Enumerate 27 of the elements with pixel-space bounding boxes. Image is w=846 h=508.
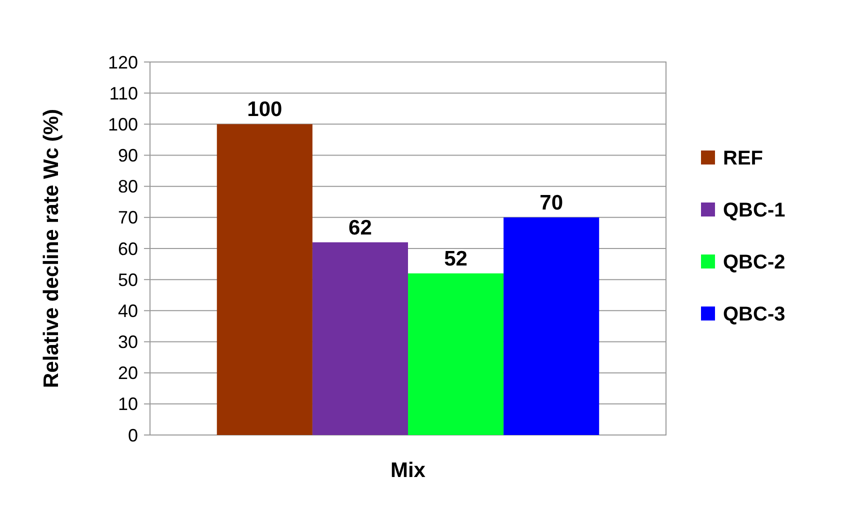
bar [216, 124, 312, 435]
data-label: 52 [444, 247, 468, 270]
y-tick-label: 40 [118, 300, 138, 321]
data-label: 62 [348, 216, 372, 240]
y-tick-label: 70 [118, 208, 138, 228]
y-axis-title: Relative decline rate Wc (%) [40, 109, 63, 388]
y-tick-label: 120 [108, 52, 138, 72]
y-tick-label: 20 [118, 363, 138, 384]
y-tick-label: 100 [108, 114, 138, 134]
y-tick-label: 110 [109, 83, 138, 104]
y-tick-label: 80 [118, 176, 138, 197]
y-tick-label: 0 [128, 425, 138, 446]
legend-label: QBC-3 [723, 304, 786, 326]
data-label: 100 [247, 98, 282, 122]
y-tick-label: 10 [118, 394, 138, 414]
y-tick-label: 90 [118, 146, 138, 166]
legend-label: QBC-2 [723, 252, 786, 274]
bar [504, 217, 600, 435]
bar [312, 242, 408, 435]
y-tick-label: 30 [118, 332, 138, 352]
bar [408, 273, 504, 435]
legend-label: QBC-1 [723, 200, 786, 222]
y-tick-label: 60 [118, 238, 138, 259]
y-tick-label: 50 [118, 270, 138, 290]
x-tick-label: Mix [390, 459, 426, 482]
data-label: 70 [540, 191, 564, 214]
legend-label: REF [723, 148, 763, 170]
